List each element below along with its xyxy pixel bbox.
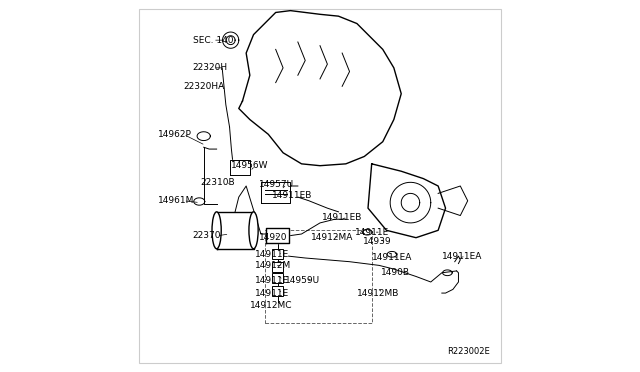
Text: 14911E: 14911E [355, 228, 389, 237]
Polygon shape [216, 212, 253, 249]
FancyBboxPatch shape [273, 249, 283, 260]
Text: R223002E: R223002E [447, 347, 490, 356]
Text: 14959U: 14959U [285, 276, 320, 285]
Polygon shape [368, 164, 445, 238]
Text: 14911E: 14911E [255, 250, 290, 259]
Text: 22320HA: 22320HA [184, 82, 225, 91]
Text: 1490B: 1490B [381, 268, 410, 277]
FancyBboxPatch shape [273, 273, 283, 283]
Text: 14911EB: 14911EB [322, 213, 362, 222]
FancyBboxPatch shape [273, 262, 283, 272]
Text: 14912MB: 14912MB [357, 289, 399, 298]
Ellipse shape [212, 212, 221, 249]
Polygon shape [230, 160, 250, 175]
Text: 14911EA: 14911EA [442, 251, 482, 261]
Text: 14939: 14939 [362, 237, 391, 246]
Text: 14911E: 14911E [255, 276, 290, 285]
Text: 14912MC: 14912MC [250, 301, 292, 311]
Text: 14911EB: 14911EB [272, 191, 312, 200]
Ellipse shape [249, 212, 258, 249]
Text: 14911E: 14911E [255, 289, 290, 298]
Polygon shape [239, 11, 401, 166]
Text: SEC. 140: SEC. 140 [193, 36, 233, 45]
Text: 14912M: 14912M [255, 261, 292, 270]
Polygon shape [261, 182, 291, 203]
Text: 22370: 22370 [193, 231, 221, 240]
FancyBboxPatch shape [273, 286, 283, 296]
Text: 14961M: 14961M [157, 196, 194, 205]
Polygon shape [266, 228, 289, 243]
Text: 14912MA: 14912MA [311, 233, 353, 242]
Text: 14957U: 14957U [259, 180, 294, 189]
Text: 22310B: 22310B [200, 178, 235, 187]
Text: 14911EA: 14911EA [372, 253, 412, 263]
Text: 14956W: 14956W [232, 161, 269, 170]
Text: 14920: 14920 [259, 233, 287, 242]
Text: 14962P: 14962P [157, 130, 191, 139]
Text: 22320H: 22320H [193, 63, 228, 72]
